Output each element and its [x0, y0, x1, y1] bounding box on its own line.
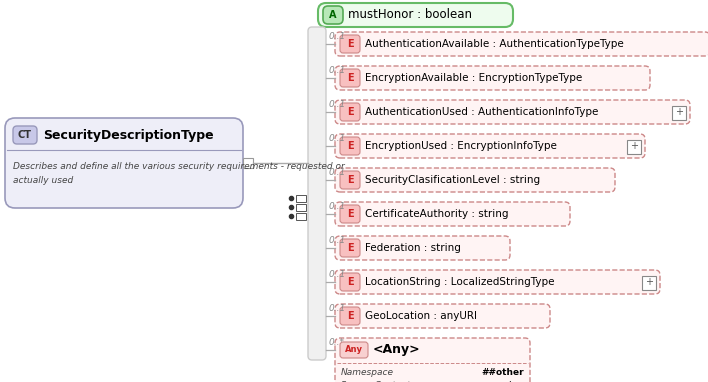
Text: E: E	[347, 243, 353, 253]
FancyBboxPatch shape	[335, 32, 708, 56]
Text: Any: Any	[345, 345, 363, 354]
FancyBboxPatch shape	[335, 66, 650, 90]
FancyBboxPatch shape	[13, 126, 37, 144]
FancyBboxPatch shape	[335, 270, 660, 294]
Text: +: +	[630, 141, 638, 151]
FancyBboxPatch shape	[340, 171, 360, 189]
Text: 0..1: 0..1	[329, 304, 346, 313]
Text: EncryptionAvailable : EncryptionTypeType: EncryptionAvailable : EncryptionTypeType	[365, 73, 582, 83]
Text: CT: CT	[18, 130, 32, 140]
FancyBboxPatch shape	[340, 342, 368, 358]
Bar	[243, 158, 253, 168]
Text: E: E	[347, 107, 353, 117]
Text: GeoLocation : anyURI: GeoLocation : anyURI	[365, 311, 477, 321]
Bar	[642, 276, 656, 290]
Text: 0..1: 0..1	[329, 168, 346, 177]
Bar	[296, 204, 306, 211]
FancyBboxPatch shape	[340, 307, 360, 325]
FancyBboxPatch shape	[323, 6, 343, 24]
Text: ProcessContents: ProcessContents	[341, 381, 416, 382]
Text: LocationString : LocalizedStringType: LocationString : LocalizedStringType	[365, 277, 554, 287]
Text: 0..*: 0..*	[329, 338, 345, 347]
FancyBboxPatch shape	[335, 236, 510, 260]
Text: 0..1: 0..1	[329, 134, 346, 143]
Text: +: +	[675, 107, 683, 117]
Text: E: E	[347, 175, 353, 185]
Text: E: E	[347, 277, 353, 287]
Text: AuthenticationAvailable : AuthenticationTypeType: AuthenticationAvailable : Authentication…	[365, 39, 624, 49]
FancyBboxPatch shape	[340, 239, 360, 257]
FancyBboxPatch shape	[5, 118, 243, 208]
Text: 0..1: 0..1	[329, 202, 346, 211]
FancyBboxPatch shape	[318, 3, 513, 27]
FancyBboxPatch shape	[340, 103, 360, 121]
FancyBboxPatch shape	[335, 304, 550, 328]
FancyBboxPatch shape	[340, 137, 360, 155]
Bar	[296, 213, 306, 220]
Text: mustHonor : boolean: mustHonor : boolean	[348, 8, 472, 21]
Text: +: +	[645, 277, 653, 287]
Text: 0..1: 0..1	[329, 236, 346, 245]
Text: 0..1: 0..1	[329, 100, 346, 109]
FancyBboxPatch shape	[335, 100, 690, 124]
Text: E: E	[347, 141, 353, 151]
FancyBboxPatch shape	[335, 338, 530, 382]
FancyBboxPatch shape	[340, 69, 360, 87]
Text: ##other: ##other	[481, 368, 524, 377]
Text: E: E	[347, 209, 353, 219]
Text: A: A	[329, 10, 337, 20]
FancyBboxPatch shape	[340, 205, 360, 223]
Text: AuthenticationUsed : AuthenticationInfoType: AuthenticationUsed : AuthenticationInfoT…	[365, 107, 598, 117]
Text: Federation : string: Federation : string	[365, 243, 461, 253]
Bar	[627, 140, 641, 154]
Text: Namespace: Namespace	[341, 368, 394, 377]
Text: EncryptionUsed : EncryptionInfoType: EncryptionUsed : EncryptionInfoType	[365, 141, 557, 151]
Text: Describes and define all the various security requirements - requested or: Describes and define all the various sec…	[13, 162, 345, 171]
Text: E: E	[347, 311, 353, 321]
Bar	[672, 106, 686, 120]
FancyBboxPatch shape	[340, 35, 360, 53]
Text: CertificateAuthority : string: CertificateAuthority : string	[365, 209, 508, 219]
Text: 0..1: 0..1	[329, 32, 346, 41]
Text: Lax: Lax	[508, 381, 524, 382]
FancyBboxPatch shape	[335, 134, 645, 158]
Text: 0..1: 0..1	[329, 270, 346, 279]
FancyBboxPatch shape	[308, 27, 326, 360]
Text: 0..1: 0..1	[329, 66, 346, 75]
Text: SecurityClasificationLevel : string: SecurityClasificationLevel : string	[365, 175, 540, 185]
Text: actually used: actually used	[13, 176, 73, 185]
Text: <Any>: <Any>	[373, 343, 421, 356]
FancyBboxPatch shape	[335, 168, 615, 192]
Text: E: E	[347, 39, 353, 49]
Text: SecurityDescriptionType: SecurityDescriptionType	[43, 128, 214, 141]
Text: E: E	[347, 73, 353, 83]
FancyBboxPatch shape	[335, 202, 570, 226]
Bar	[296, 195, 306, 202]
FancyBboxPatch shape	[340, 273, 360, 291]
